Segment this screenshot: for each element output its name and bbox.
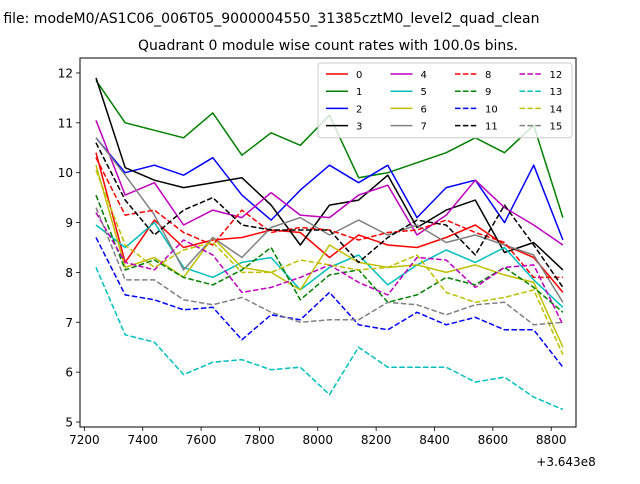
x-tick-label: 8800 — [536, 433, 567, 447]
legend-label-7: 7 — [421, 122, 427, 133]
x-axis-offset-label: +3.643e8 — [536, 455, 595, 469]
series-line-6 — [95, 164, 564, 348]
x-tick-label: 7600 — [186, 433, 217, 447]
series-line-0 — [95, 152, 564, 293]
axis-ticks: 7200 7400 7600 7800 8000 8200 8400 8600 8800 5 6 7 8… — [58, 66, 567, 447]
series-line-8 — [95, 157, 563, 279]
legend-label-13: 13 — [550, 87, 563, 98]
series-line-10 — [95, 237, 564, 368]
legend-label-11: 11 — [485, 122, 498, 133]
legend-label-2: 2 — [356, 104, 362, 115]
legend-box — [317, 62, 573, 139]
series-line-9 — [95, 194, 564, 313]
legend-label-3: 3 — [356, 122, 362, 133]
y-tick-label: 8 — [65, 266, 73, 280]
legend-label-5: 5 — [421, 87, 427, 98]
plot-area — [95, 77, 564, 411]
x-tick-label: 8200 — [361, 433, 392, 447]
legend-label-8: 8 — [485, 70, 491, 81]
axes-frame — [79, 57, 577, 428]
y-tick-label: 6 — [65, 366, 73, 380]
figure-suptitle: n file: modeM0/AS1C06_006T05_9000004550_… — [0, 11, 539, 27]
legend-label-15: 15 — [550, 122, 563, 133]
series-line-11 — [95, 142, 564, 288]
y-tick-label: 5 — [65, 416, 73, 430]
x-tick-label: 8000 — [303, 433, 334, 447]
legend-label-4: 4 — [421, 70, 427, 81]
y-tick-label: 11 — [58, 116, 73, 130]
chart-title: Quadrant 0 module wise count rates with … — [138, 38, 518, 54]
legend-label-12: 12 — [550, 70, 563, 81]
y-tick-label: 7 — [65, 316, 73, 330]
legend-label-9: 9 — [485, 87, 491, 98]
x-tick-label: 7400 — [127, 433, 158, 447]
series-line-3 — [95, 77, 564, 271]
x-tick-label: 8600 — [478, 433, 509, 447]
series-line-4 — [95, 120, 564, 246]
series-line-14 — [95, 169, 564, 356]
x-tick-label: 7200 — [69, 433, 100, 447]
legend-label-1: 1 — [356, 87, 362, 98]
series-line-13 — [95, 267, 564, 411]
legend-label-6: 6 — [421, 104, 427, 115]
series-line-2 — [95, 137, 564, 241]
x-tick-label: 7800 — [244, 433, 275, 447]
legend-label-10: 10 — [485, 104, 498, 115]
x-tick-label: 8400 — [419, 433, 450, 447]
y-tick-label: 9 — [65, 216, 73, 230]
legend-label-14: 14 — [550, 104, 563, 115]
y-tick-label: 10 — [58, 166, 73, 180]
series-line-15 — [95, 207, 563, 326]
legend-label-0: 0 — [356, 70, 362, 81]
y-tick-label: 12 — [58, 66, 73, 80]
